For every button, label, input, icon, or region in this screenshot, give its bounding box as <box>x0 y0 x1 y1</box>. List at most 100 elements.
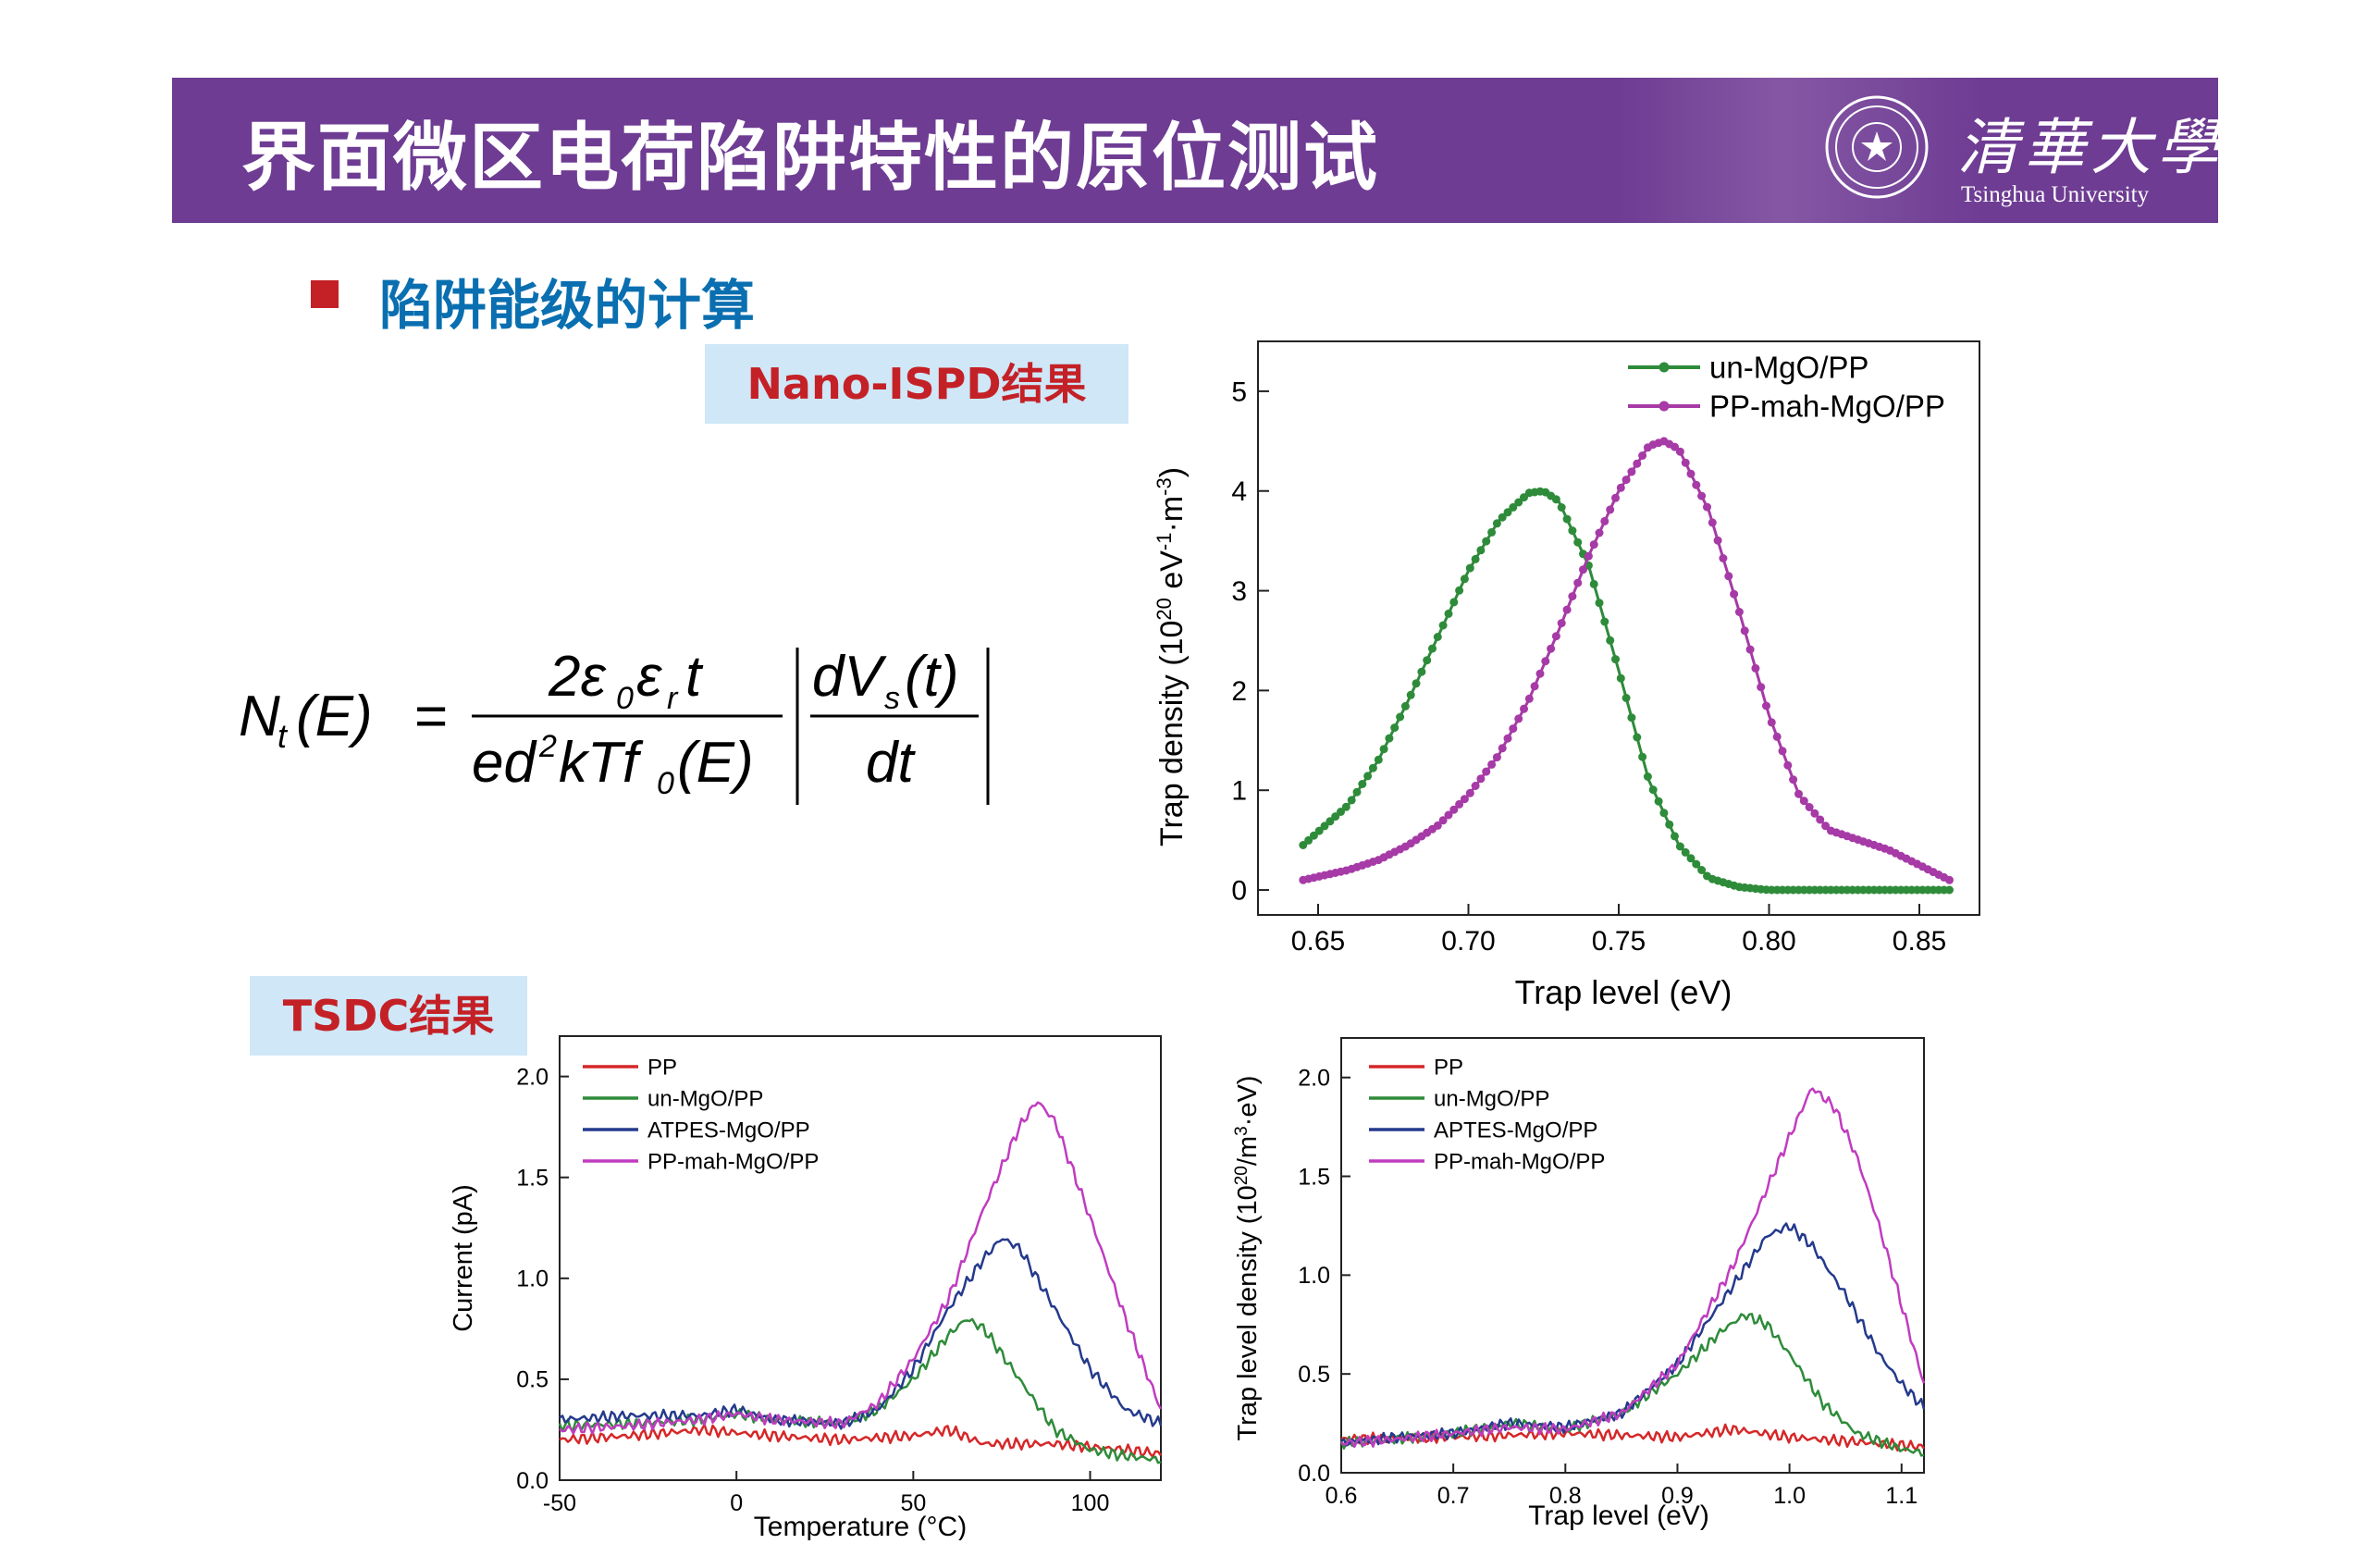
chart-1-series-un-mgo-pp-marker <box>1331 812 1340 821</box>
chart-1-series-un-mgo-pp-marker <box>1611 655 1620 664</box>
chart-1-series-pp-mah-mgo-pp-marker <box>1568 592 1577 601</box>
chart-1-series-un-mgo-pp-marker <box>1671 832 1679 841</box>
formula-den2: dt <box>866 731 916 795</box>
chart-1-series-pp-mah-mgo-pp-marker <box>1799 797 1808 806</box>
page-title: 界面微区电荷陷阱特性的原位测试 <box>241 115 1379 201</box>
chart-1-series-un-mgo-pp-marker <box>1622 694 1631 702</box>
chart-1-series-un-mgo-pp-marker <box>1304 835 1313 845</box>
formula-num2-sub: s <box>884 681 900 716</box>
chart-1-ytick-label: 2 <box>1231 676 1247 707</box>
chart-1-series-un-mgo-pp-marker <box>1589 579 1598 588</box>
chart-1-series-un-mgo-pp-marker <box>1363 772 1373 781</box>
chart-1-series-un-mgo-pp-marker <box>1638 752 1647 761</box>
chart-3-legend-label: PP <box>1434 1055 1463 1080</box>
chart-1-series-pp-mah-mgo-pp-marker <box>1541 657 1550 666</box>
chart-2-legend-label: PP <box>647 1055 677 1080</box>
chart-1-ytick-label: 4 <box>1231 476 1247 507</box>
chart-2-ytick-label: 1.5 <box>516 1165 549 1191</box>
formula-num2-c: (t) <box>905 645 959 709</box>
chart-1-series-pp-mah-mgo-pp-marker <box>1686 469 1696 478</box>
chart-1-series-un-mgo-pp-marker <box>1400 701 1410 710</box>
chart-1-series-un-mgo-pp-marker <box>1616 673 1625 683</box>
chart-1-series-un-mgo-pp-marker <box>1433 633 1442 641</box>
trap-density-formula: N t (E) = 2ε 0 ε r t ed 2 kTf 0 (E) dV s… <box>239 645 990 805</box>
chart-1-series-un-mgo-pp-marker <box>1482 537 1491 546</box>
formula-num1-b-sub: r <box>667 681 679 716</box>
chart-1-series-un-mgo-pp-marker <box>1627 713 1636 723</box>
chart-1-series-un-mgo-pp-marker <box>1514 498 1523 507</box>
chart-1-series-un-mgo-pp-marker <box>1665 820 1674 829</box>
chart-1-series-pp-mah-mgo-pp-marker <box>1524 694 1534 703</box>
chart-1-series-un-mgo-pp-marker <box>1465 563 1474 573</box>
chart-1-xtick-label: 0.70 <box>1441 926 1495 957</box>
chart-2-ytick-label: 1.0 <box>516 1266 549 1292</box>
chart-1-series-pp-mah-mgo-pp-marker <box>1751 663 1760 673</box>
chart-1-series-pp-mah-mgo-pp-marker <box>1492 753 1501 762</box>
chart-2-ylabel: Current (pA) <box>449 1184 478 1332</box>
chart-1-series-pp-mah-mgo-pp-marker <box>1671 442 1679 451</box>
formula-num1-sub: 0 <box>616 681 634 716</box>
chart-3-xtick-label: 1.1 <box>1885 1483 1918 1509</box>
chart-1-series-un-mgo-pp-marker <box>1595 599 1604 608</box>
university-logo-english: Tsinghua University <box>1961 182 2150 207</box>
chart-2-ytick-label: 2.0 <box>516 1064 549 1090</box>
chart-3-xtick-label: 0.6 <box>1326 1483 1358 1509</box>
chart-1-series-un-mgo-pp-marker <box>1326 817 1335 826</box>
chart-1-legend-label: un-MgO/PP <box>1709 351 1868 385</box>
university-seal-icon <box>1825 95 1929 199</box>
chart-1-series-pp-mah-mgo-pp-marker <box>1740 626 1749 636</box>
chart-2-legend-label: PP-mah-MgO/PP <box>647 1149 819 1174</box>
chart-1-series-un-mgo-pp-marker <box>1476 546 1486 555</box>
chart-3-plot-frame <box>1340 1037 1925 1474</box>
chart-1-series-un-mgo-pp-marker <box>1509 502 1518 512</box>
chart-1-series-un-mgo-pp-marker <box>1498 513 1507 522</box>
formula-num2: dV <box>812 645 887 709</box>
chart-1-series-un-mgo-pp-marker <box>1358 780 1367 788</box>
chart-1-series-pp-mah-mgo-pp-marker <box>1509 724 1518 734</box>
chart-1-series-pp-mah-mgo-pp-marker <box>1622 476 1631 485</box>
chart-1-series-pp-mah-mgo-pp-marker <box>1611 493 1620 502</box>
chart-1-series-pp-mah-mgo-pp-marker <box>1465 788 1474 797</box>
chart-1-series-pp-mah-mgo-pp-marker <box>1767 718 1776 727</box>
chart-1-series-pp-mah-mgo-pp-marker <box>1535 669 1545 678</box>
chart-1-series-pp-mah-mgo-pp-marker <box>1530 682 1539 691</box>
chart-1-series-un-mgo-pp-marker <box>1643 772 1652 781</box>
chart-1-xtick-label: 0.85 <box>1893 926 1946 957</box>
chart-1-ylabel: Trap density (1020 eV-1·m-3) <box>1153 467 1190 846</box>
formula-den1-b: kTf <box>559 731 644 795</box>
university-logo-chinese: 清華大學 <box>1957 112 2218 183</box>
title-banner: 界面微区电荷陷阱特性的原位测试 清華大學 Tsinghua University <box>172 78 2218 223</box>
chart-1-series-un-mgo-pp-marker <box>1562 514 1572 524</box>
chart-3-ytick-label: 0.0 <box>1298 1461 1330 1487</box>
chart-1-series-un-mgo-pp-marker <box>1557 503 1566 512</box>
chart-1-series-pp-mah-mgo-pp-marker <box>1805 803 1814 811</box>
chart-1-series-un-mgo-pp-marker <box>1471 554 1480 563</box>
chart-3-ytick-label: 1.0 <box>1298 1263 1330 1289</box>
formula-den1-sup: 2 <box>538 729 557 764</box>
chart-1-series-pp-mah-mgo-pp-marker <box>1730 589 1739 599</box>
chart-1-legend-marker <box>1659 401 1670 412</box>
chart-1-series-un-mgo-pp-marker <box>1347 796 1356 805</box>
chart-1-series-un-mgo-pp-marker <box>1396 712 1405 722</box>
chart-3-legend-label: un-MgO/PP <box>1434 1086 1549 1111</box>
chart-1-series-un-mgo-pp-line <box>1301 489 1950 892</box>
chart-1-legend-marker <box>1659 362 1670 373</box>
chart-1-series-pp-mah-mgo-pp-marker <box>1692 480 1701 489</box>
chart-1-series-pp-mah-mgo-pp-marker <box>1789 775 1798 784</box>
chart-2-legend-label: un-MgO/PP <box>647 1086 763 1111</box>
chart-1-series-un-mgo-pp-marker <box>1460 574 1469 584</box>
chart-1-series-un-mgo-pp-marker <box>1320 821 1329 831</box>
chart-1-series-pp-mah-mgo-pp-marker <box>1589 540 1598 550</box>
chart-1-series-un-mgo-pp-marker <box>1438 621 1448 630</box>
chart-1-series-un-mgo-pp-marker <box>1633 733 1642 742</box>
nano-ispd-trap-density-chart: Trap density (1020 eV-1·m-3) Trap level … <box>1153 340 1980 1011</box>
chart-1-series-un-mgo-pp-marker <box>1352 787 1362 797</box>
chart-1-series-pp-mah-mgo-pp-marker <box>1547 644 1556 653</box>
chart-1-ytick-label: 5 <box>1231 377 1247 407</box>
chart-1-series-pp-mah-mgo-pp-marker <box>1438 816 1448 825</box>
chart-1-series-pp-mah-mgo-pp-marker <box>1584 551 1593 561</box>
chart-1-series-un-mgo-pp-marker <box>1551 495 1560 504</box>
chart-1-series-un-mgo-pp-marker <box>1406 690 1415 699</box>
formula-den1-b-sub: 0 <box>657 766 674 801</box>
chart-1-legend-label: PP-mah-MgO/PP <box>1709 389 1945 424</box>
